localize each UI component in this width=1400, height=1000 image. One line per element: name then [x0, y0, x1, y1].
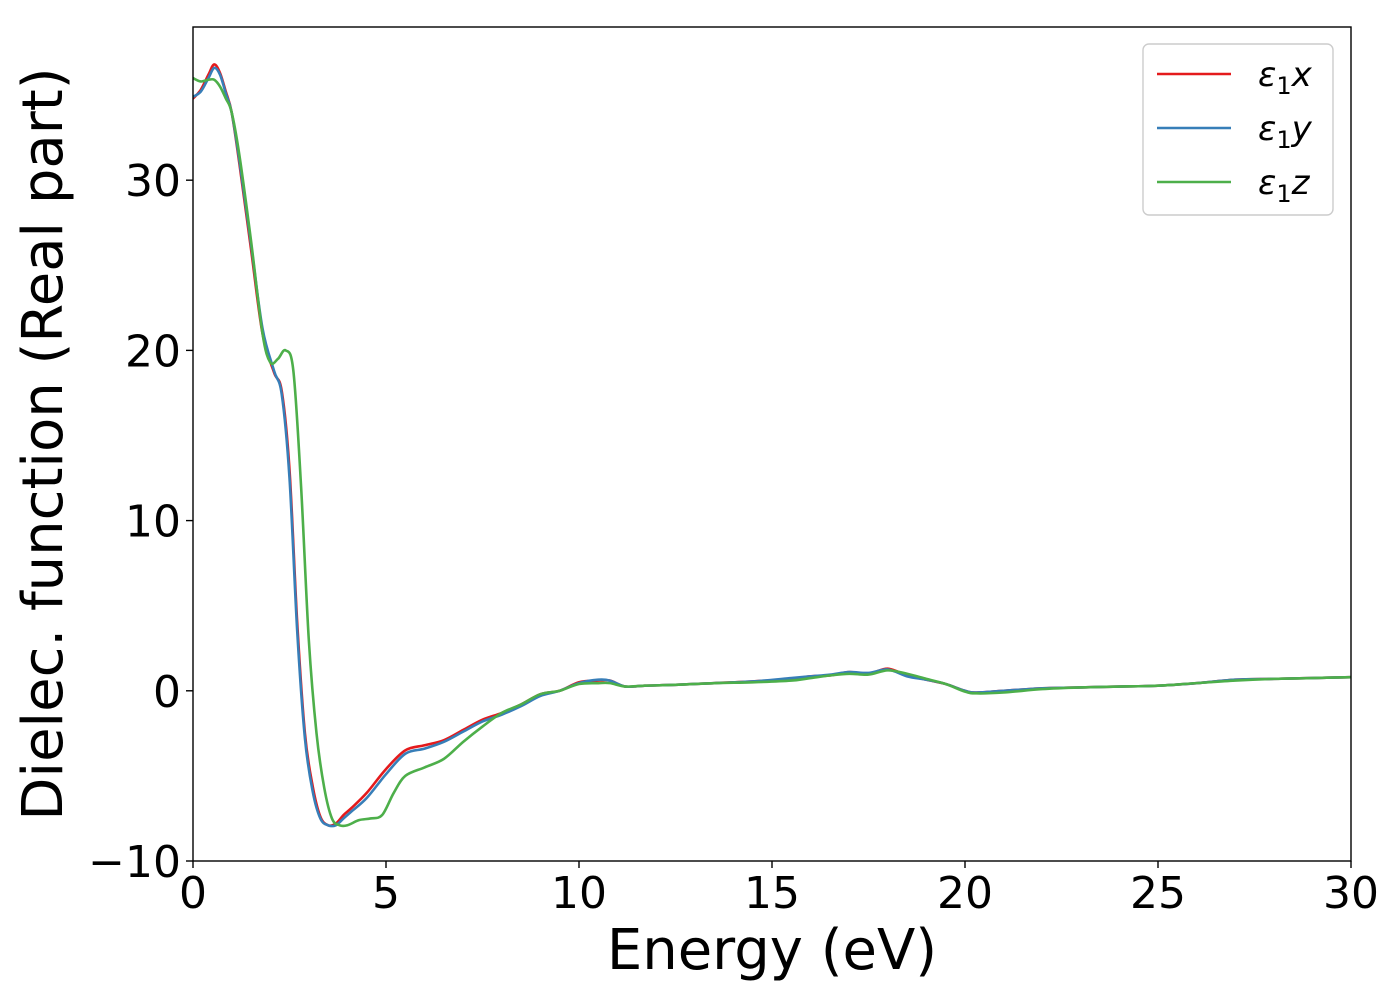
x-tick-label: 5: [372, 868, 400, 919]
x-axis-label: Energy (eV): [607, 918, 937, 983]
y-tick-label: 10: [125, 497, 181, 548]
legend-label-y: ε1y: [1258, 109, 1313, 154]
y-tick-label: −10: [88, 837, 181, 888]
legend-frame: [1142, 43, 1334, 216]
legend: ε1x ε1y ε1z: [1142, 43, 1334, 216]
y-tick-label: 0: [153, 667, 181, 718]
x-tick-label: 30: [1323, 868, 1379, 919]
x-tick-label: 15: [744, 868, 800, 919]
x-tick-label: 0: [179, 868, 207, 919]
y-axis-label: Dielec. function (Real part): [11, 67, 76, 820]
y-tick-label: 20: [125, 326, 181, 377]
x-tick-label: 25: [1130, 868, 1186, 919]
series-layer: [193, 63, 1351, 828]
y-axis: −10 0 10 20 30: [88, 156, 193, 888]
x-tick-label: 10: [551, 868, 607, 919]
x-axis: 0 5 10 15 20 25 30: [179, 861, 1379, 919]
legend-label-z: ε1z: [1258, 163, 1311, 208]
x-tick-label: 20: [937, 868, 993, 919]
y-tick-label: 30: [125, 156, 181, 207]
series-line-z: [193, 76, 1351, 828]
legend-label-x: ε1x: [1258, 55, 1313, 100]
